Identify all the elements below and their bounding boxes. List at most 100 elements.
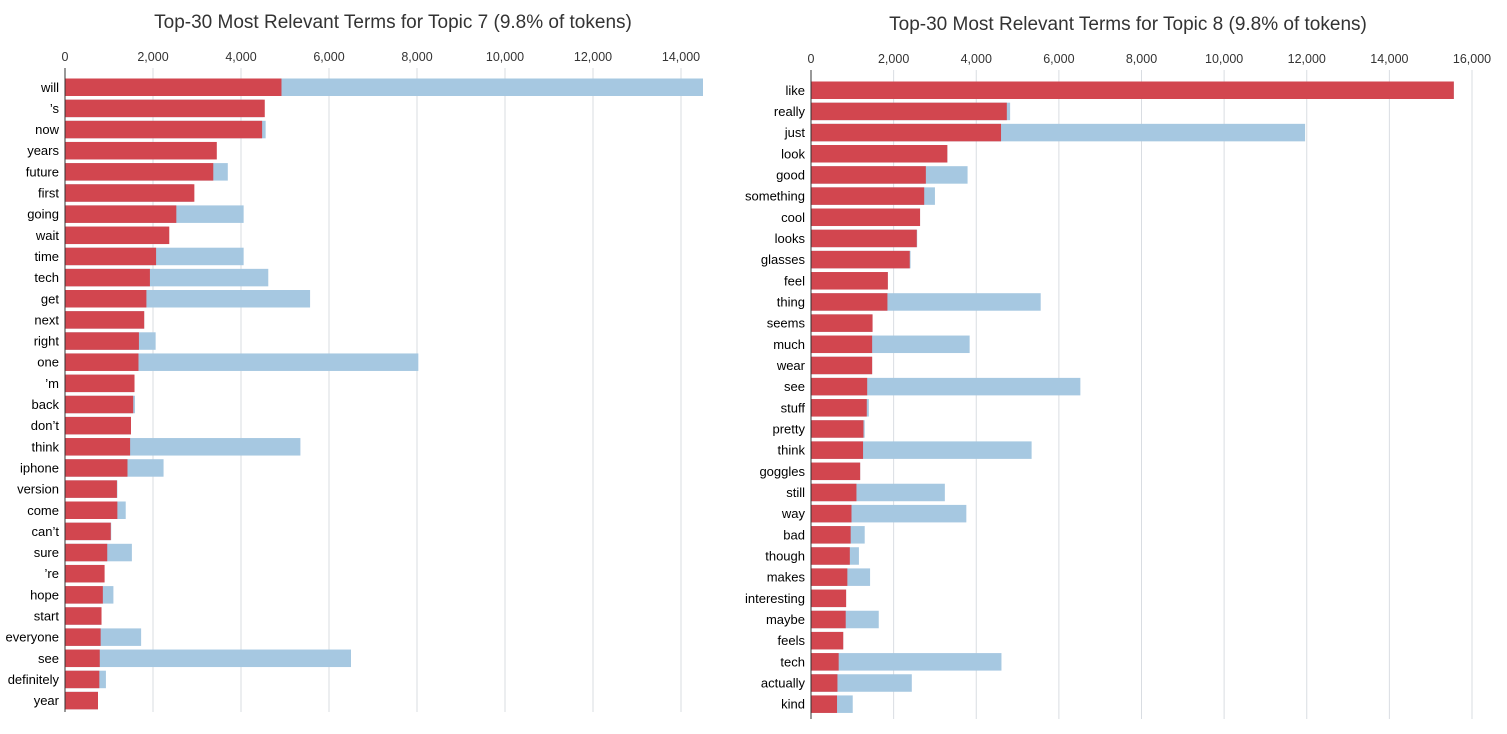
term-label[interactable]: hope: [30, 587, 59, 602]
term-label[interactable]: tech: [780, 654, 805, 669]
topic-frequency-bar[interactable]: [811, 526, 851, 544]
term-label[interactable]: start: [34, 609, 60, 624]
term-label[interactable]: ’m: [45, 376, 59, 391]
term-label[interactable]: see: [784, 379, 805, 394]
topic-frequency-bar[interactable]: [65, 120, 263, 139]
term-label[interactable]: right: [34, 334, 60, 349]
topic-frequency-bar[interactable]: [65, 205, 177, 223]
topic-frequency-bar[interactable]: [811, 272, 888, 290]
term-label[interactable]: pretty: [772, 421, 805, 436]
topic-frequency-bar[interactable]: [811, 377, 868, 396]
term-label[interactable]: bad: [783, 527, 805, 542]
term-label[interactable]: thing: [777, 294, 805, 309]
term-label[interactable]: still: [786, 485, 805, 500]
term-label[interactable]: sure: [34, 545, 59, 560]
term-label[interactable]: much: [773, 337, 805, 352]
topic-frequency-bar[interactable]: [811, 695, 838, 713]
topic-frequency-bar[interactable]: [811, 462, 861, 481]
term-label[interactable]: tech: [34, 270, 59, 285]
term-label[interactable]: just: [784, 125, 806, 140]
overall-frequency-bar[interactable]: [811, 653, 1002, 671]
overall-frequency-bar[interactable]: [65, 649, 351, 668]
topic-frequency-bar[interactable]: [811, 123, 1002, 142]
topic-frequency-bar[interactable]: [65, 628, 101, 646]
term-label[interactable]: year: [34, 693, 60, 708]
topic-frequency-bar[interactable]: [811, 653, 839, 671]
term-label[interactable]: get: [41, 291, 59, 306]
topic-frequency-bar[interactable]: [65, 184, 195, 202]
topic-frequency-bar[interactable]: [65, 670, 100, 689]
term-label[interactable]: wait: [35, 228, 60, 243]
term-label[interactable]: think: [778, 443, 806, 458]
term-label[interactable]: back: [32, 397, 60, 412]
term-label[interactable]: don’t: [31, 418, 60, 433]
topic-frequency-bar[interactable]: [811, 314, 873, 332]
topic-frequency-bar[interactable]: [811, 483, 857, 502]
topic-frequency-bar[interactable]: [811, 81, 1454, 100]
topic-frequency-bar[interactable]: [65, 226, 170, 245]
term-label[interactable]: will: [40, 80, 59, 95]
topic-frequency-bar[interactable]: [65, 480, 117, 498]
term-label[interactable]: ’s: [50, 101, 60, 116]
term-label[interactable]: stuff: [781, 400, 806, 415]
term-label[interactable]: see: [38, 651, 59, 666]
topic-frequency-bar[interactable]: [811, 356, 873, 375]
topic-frequency-bar[interactable]: [811, 568, 848, 586]
overall-frequency-bar[interactable]: [811, 441, 1032, 459]
topic-frequency-bar[interactable]: [811, 166, 926, 184]
topic-frequency-bar[interactable]: [811, 250, 910, 269]
topic-frequency-bar[interactable]: [65, 649, 100, 668]
topic-frequency-bar[interactable]: [65, 564, 105, 583]
topic-frequency-bar[interactable]: [65, 416, 131, 435]
term-label[interactable]: time: [34, 249, 59, 264]
term-label[interactable]: first: [38, 186, 59, 201]
term-label[interactable]: glasses: [761, 252, 806, 267]
term-label[interactable]: iphone: [20, 460, 59, 475]
topic-frequency-bar[interactable]: [811, 589, 847, 608]
term-label[interactable]: maybe: [766, 612, 805, 627]
term-label[interactable]: like: [785, 83, 805, 98]
topic-frequency-bar[interactable]: [65, 501, 118, 520]
term-label[interactable]: now: [35, 122, 59, 137]
term-label[interactable]: something: [745, 189, 805, 204]
topic-frequency-bar[interactable]: [65, 543, 108, 562]
topic-frequency-bar[interactable]: [811, 102, 1007, 121]
topic-frequency-bar[interactable]: [811, 208, 921, 227]
term-label[interactable]: feels: [778, 633, 806, 648]
topic-frequency-bar[interactable]: [811, 229, 917, 248]
topic-frequency-bar[interactable]: [65, 332, 139, 350]
term-label[interactable]: good: [776, 167, 805, 182]
term-label[interactable]: feel: [784, 273, 805, 288]
term-label[interactable]: going: [27, 207, 59, 222]
term-label[interactable]: way: [781, 506, 806, 521]
term-label[interactable]: one: [37, 355, 59, 370]
topic-frequency-bar[interactable]: [65, 268, 150, 287]
term-label[interactable]: version: [17, 482, 59, 497]
topic-frequency-bar[interactable]: [811, 674, 838, 692]
topic-frequency-bar[interactable]: [65, 353, 139, 371]
topic-frequency-bar[interactable]: [811, 631, 844, 650]
term-label[interactable]: look: [781, 146, 805, 161]
term-label[interactable]: definitely: [8, 672, 60, 687]
topic-frequency-bar[interactable]: [811, 420, 864, 438]
topic-frequency-bar[interactable]: [811, 187, 925, 205]
term-label[interactable]: actually: [761, 676, 806, 691]
topic-frequency-bar[interactable]: [65, 247, 157, 266]
topic-frequency-bar[interactable]: [65, 438, 131, 456]
topic-frequency-bar[interactable]: [811, 145, 948, 163]
topic-frequency-bar[interactable]: [811, 399, 867, 417]
topic-frequency-bar[interactable]: [65, 141, 217, 160]
term-label[interactable]: interesting: [745, 591, 805, 606]
topic-frequency-bar[interactable]: [811, 504, 852, 523]
overall-frequency-bar[interactable]: [65, 353, 419, 371]
term-label[interactable]: really: [774, 104, 806, 119]
topic-frequency-bar[interactable]: [65, 522, 111, 541]
term-label[interactable]: can’t: [32, 524, 60, 539]
topic-frequency-bar[interactable]: [811, 293, 888, 311]
term-label[interactable]: makes: [767, 570, 806, 585]
term-label[interactable]: future: [26, 164, 59, 179]
term-label[interactable]: years: [27, 143, 59, 158]
topic-frequency-bar[interactable]: [811, 547, 850, 565]
topic-frequency-bar[interactable]: [811, 610, 846, 629]
term-label[interactable]: kind: [781, 697, 805, 712]
